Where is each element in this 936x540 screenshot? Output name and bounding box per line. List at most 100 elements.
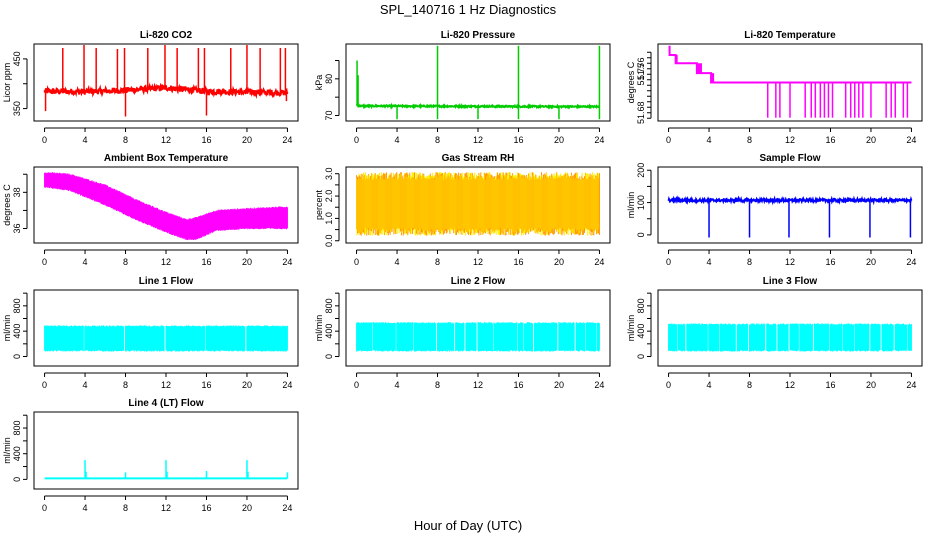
y-axis-label: ml/min	[314, 315, 324, 342]
y-axis-label: ml/min	[2, 315, 12, 342]
x-tick-label: 16	[513, 257, 523, 267]
x-tick-label: 12	[785, 380, 795, 390]
x-tick-label: 20	[866, 257, 876, 267]
x-tick-label: 4	[83, 257, 88, 267]
plot-area	[43, 44, 289, 117]
x-tick-label: 16	[513, 380, 523, 390]
x-tick-label: 8	[747, 257, 752, 267]
x-tick-label: 8	[747, 135, 752, 145]
plot-frame	[345, 289, 611, 367]
y-tick-label: 350	[12, 101, 22, 116]
x-tick-label: 4	[707, 135, 712, 145]
y-tick-label: 400	[12, 446, 22, 461]
x-tick-label: 16	[201, 380, 211, 390]
x-tick-label: 8	[123, 135, 128, 145]
x-axis-title: Hour of Day (UTC)	[413, 518, 523, 533]
x-tick-label: 4	[395, 257, 400, 267]
y-tick-label: 51.68	[636, 101, 646, 124]
y-tick-label: 0.0	[324, 235, 334, 248]
plot-frame	[33, 43, 299, 122]
x-tick-label: 0	[354, 380, 359, 390]
plot-frame	[345, 43, 611, 122]
y-tick-label: 51.76	[636, 57, 646, 80]
y-tick-label: 400	[636, 324, 646, 339]
step-transition	[675, 55, 678, 64]
series-line	[667, 195, 913, 206]
step-transition	[711, 73, 715, 83]
x-tick-label: 0	[666, 380, 671, 390]
step-transition	[696, 63, 702, 74]
x-tick-label: 8	[123, 380, 128, 390]
panel-gas-stream-rh: Gas Stream RH percent 0 4 8 12 16 20 24 0.0 1.0 2.0…	[314, 153, 611, 267]
x-tick-label: 12	[473, 257, 483, 267]
x-tick-label: 4	[83, 503, 88, 513]
panel-title: Li-820 CO2	[140, 30, 193, 41]
plot-area	[667, 195, 913, 238]
panel-li820-temperature: Li-820 Temperature degrees C 0 4 8 12 16 20 24 51…	[626, 30, 923, 145]
x-tick-label: 20	[242, 380, 252, 390]
y-tick-label: 400	[324, 324, 334, 339]
x-tick-label: 8	[435, 257, 440, 267]
x-tick-label: 24	[282, 135, 292, 145]
x-tick-label: 0	[42, 257, 47, 267]
x-tick-label: 20	[554, 135, 564, 145]
plot-area	[44, 172, 288, 241]
x-tick-label: 16	[513, 135, 523, 145]
plot-frame	[33, 411, 299, 490]
x-tick-label: 0	[42, 380, 47, 390]
y-tick-label: 38	[12, 187, 22, 197]
panel-title: Line 3 Flow	[763, 276, 818, 287]
x-tick-label: 12	[785, 135, 795, 145]
plot-area	[355, 45, 601, 120]
x-tick-label: 4	[395, 380, 400, 390]
panel-ambient-box-temperature: Ambient Box Temperature degrees C 0 4 8 12 16 2…	[2, 153, 299, 267]
x-tick-label: 24	[906, 135, 916, 145]
plot-frame	[33, 289, 299, 367]
panel-title: Line 4 (LT) Flow	[128, 398, 204, 409]
y-tick-label: 0	[12, 477, 22, 482]
x-tick-label: 24	[282, 503, 292, 513]
y-axis-label: degrees C	[626, 61, 636, 103]
x-tick-label: 4	[707, 257, 712, 267]
panel-li820-co2: Li-820 CO2 Licor ppm 0 4 8 12 16 20 24 350 450	[2, 30, 299, 145]
x-tick-label: 24	[906, 380, 916, 390]
x-tick-label: 0	[666, 257, 671, 267]
panel-title: Ambient Box Temperature	[104, 153, 229, 164]
y-tick-label: 0	[12, 354, 22, 359]
x-tick-label: 12	[473, 135, 483, 145]
x-tick-label: 12	[161, 257, 171, 267]
x-tick-label: 4	[83, 380, 88, 390]
y-tick-label: 200	[636, 163, 646, 178]
x-tick-label: 0	[42, 135, 47, 145]
x-tick-label: 16	[201, 257, 211, 267]
x-tick-label: 24	[282, 257, 292, 267]
y-axis-label: kPa	[314, 75, 324, 91]
plot-frame	[33, 166, 299, 244]
x-tick-label: 12	[161, 380, 171, 390]
x-tick-label: 20	[866, 135, 876, 145]
y-axis-label: ml/min	[626, 315, 636, 342]
y-tick-label: 0	[324, 354, 334, 359]
x-tick-label: 4	[707, 380, 712, 390]
x-tick-label: 8	[435, 135, 440, 145]
y-tick-label: 100	[636, 195, 646, 210]
x-tick-label: 16	[825, 257, 835, 267]
x-tick-label: 20	[866, 380, 876, 390]
x-tick-label: 8	[123, 257, 128, 267]
plot-area	[44, 325, 288, 352]
x-tick-label: 0	[354, 257, 359, 267]
x-tick-label: 8	[747, 380, 752, 390]
y-tick-label: 36	[12, 224, 22, 234]
x-tick-label: 0	[666, 135, 671, 145]
plot-area	[356, 322, 600, 352]
panel-sample-flow: Sample Flow ml/min 0 4 8 12 16 20 24 0 100 200	[626, 153, 923, 267]
plot-area	[668, 323, 912, 352]
x-tick-label: 20	[554, 380, 564, 390]
x-tick-label: 12	[785, 257, 795, 267]
y-tick-label: 800	[636, 298, 646, 313]
figure-title: SPL_140716 1 Hz Diagnostics	[379, 2, 557, 17]
x-tick-label: 24	[906, 257, 916, 267]
plot-area	[356, 172, 600, 236]
y-tick-label: 51.75	[636, 63, 646, 86]
